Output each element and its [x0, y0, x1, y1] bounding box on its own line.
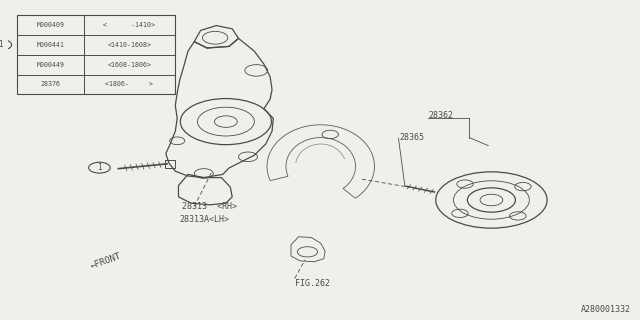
Bar: [165, 160, 175, 168]
Text: <      -1410>: < -1410>: [104, 22, 156, 28]
Text: M000409: M000409: [36, 22, 65, 28]
Text: M000441: M000441: [36, 42, 65, 48]
Text: 28362: 28362: [428, 111, 453, 120]
Bar: [17, 15, 175, 94]
Text: <1410-1608>: <1410-1608>: [108, 42, 152, 48]
Text: FIG.262: FIG.262: [296, 279, 330, 288]
Text: 1: 1: [0, 40, 3, 49]
Text: 28376: 28376: [40, 82, 60, 87]
Text: 28313  <RH>: 28313 <RH>: [182, 202, 237, 211]
Text: <1608-1806>: <1608-1806>: [108, 62, 152, 68]
Text: M000449: M000449: [36, 62, 65, 68]
Text: A280001332: A280001332: [580, 305, 630, 314]
Text: 1: 1: [97, 163, 102, 172]
Text: <1806-     >: <1806- >: [106, 82, 154, 87]
Text: 28365: 28365: [400, 133, 425, 142]
Text: ←FRONT: ←FRONT: [89, 251, 122, 270]
Text: 28313A<LH>: 28313A<LH>: [180, 215, 230, 224]
